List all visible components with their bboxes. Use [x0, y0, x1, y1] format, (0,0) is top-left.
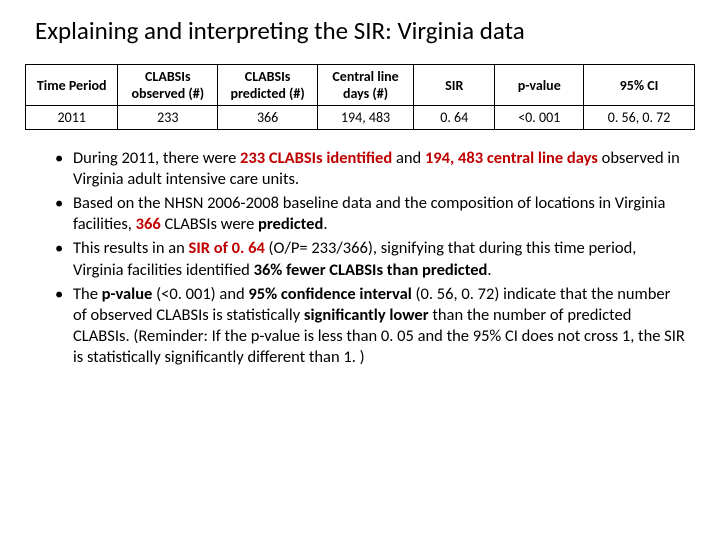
bullet-3: This results in an SIR of 0. 64 (O/P= 23…	[55, 238, 685, 280]
text: The	[73, 284, 102, 304]
cell-cld: 194, 483	[318, 106, 414, 130]
cell-ci: 0. 56, 0. 72	[584, 106, 695, 130]
bullet-1: During 2011, there were 233 CLABSIs iden…	[55, 148, 685, 190]
bullet-4: The p-value (<0. 001) and 95% confidence…	[55, 284, 685, 368]
header-pvalue: p-value	[495, 65, 584, 106]
header-ci: 95% CI	[584, 65, 695, 106]
bold-text: 36% fewer CLABSIs than predicted	[254, 260, 488, 280]
bold-text: 95% confidence interval	[248, 284, 415, 304]
cell-sir: 0. 64	[414, 106, 495, 130]
text: This results in an	[73, 238, 189, 258]
highlight: SIR of 0. 64	[189, 238, 269, 258]
text: .	[487, 260, 491, 280]
header-period: Time Period	[26, 65, 118, 106]
text: During 2011, there were	[73, 148, 240, 168]
text: (<0. 001) and	[156, 284, 248, 304]
text: CLABSIs were	[165, 214, 259, 234]
bold-text: p-value	[102, 284, 156, 304]
data-table: Time Period CLABSIs observed (#) CLABSIs…	[25, 64, 695, 130]
slide-title: Explaining and interpreting the SIR: Vir…	[35, 15, 695, 46]
table-row: 2011 233 366 194, 483 0. 64 <0. 001 0. 5…	[26, 106, 695, 130]
bold-text: SIR of 0. 64	[189, 238, 269, 258]
cell-period: 2011	[26, 106, 118, 130]
cell-pvalue: <0. 001	[495, 106, 584, 130]
text: and	[396, 148, 425, 168]
highlight: 194, 483 central line days	[425, 148, 602, 168]
bullet-2: Based on the NHSN 2006-2008 baseline dat…	[55, 193, 685, 235]
bold-text: significantly lower	[304, 305, 432, 325]
cell-observed: 233	[118, 106, 218, 130]
header-predicted: CLABSIs predicted (#)	[218, 65, 318, 106]
bullet-list: During 2011, there were 233 CLABSIs iden…	[25, 148, 695, 368]
text: .	[323, 214, 327, 234]
bold-text: predicted	[258, 214, 323, 234]
highlight: 366	[136, 214, 165, 234]
cell-predicted: 366	[218, 106, 318, 130]
highlight: 233 CLABSIs identified	[240, 148, 396, 168]
header-sir: SIR	[414, 65, 495, 106]
header-observed: CLABSIs observed (#)	[118, 65, 218, 106]
header-central-line-days: Central line days (#)	[318, 65, 414, 106]
